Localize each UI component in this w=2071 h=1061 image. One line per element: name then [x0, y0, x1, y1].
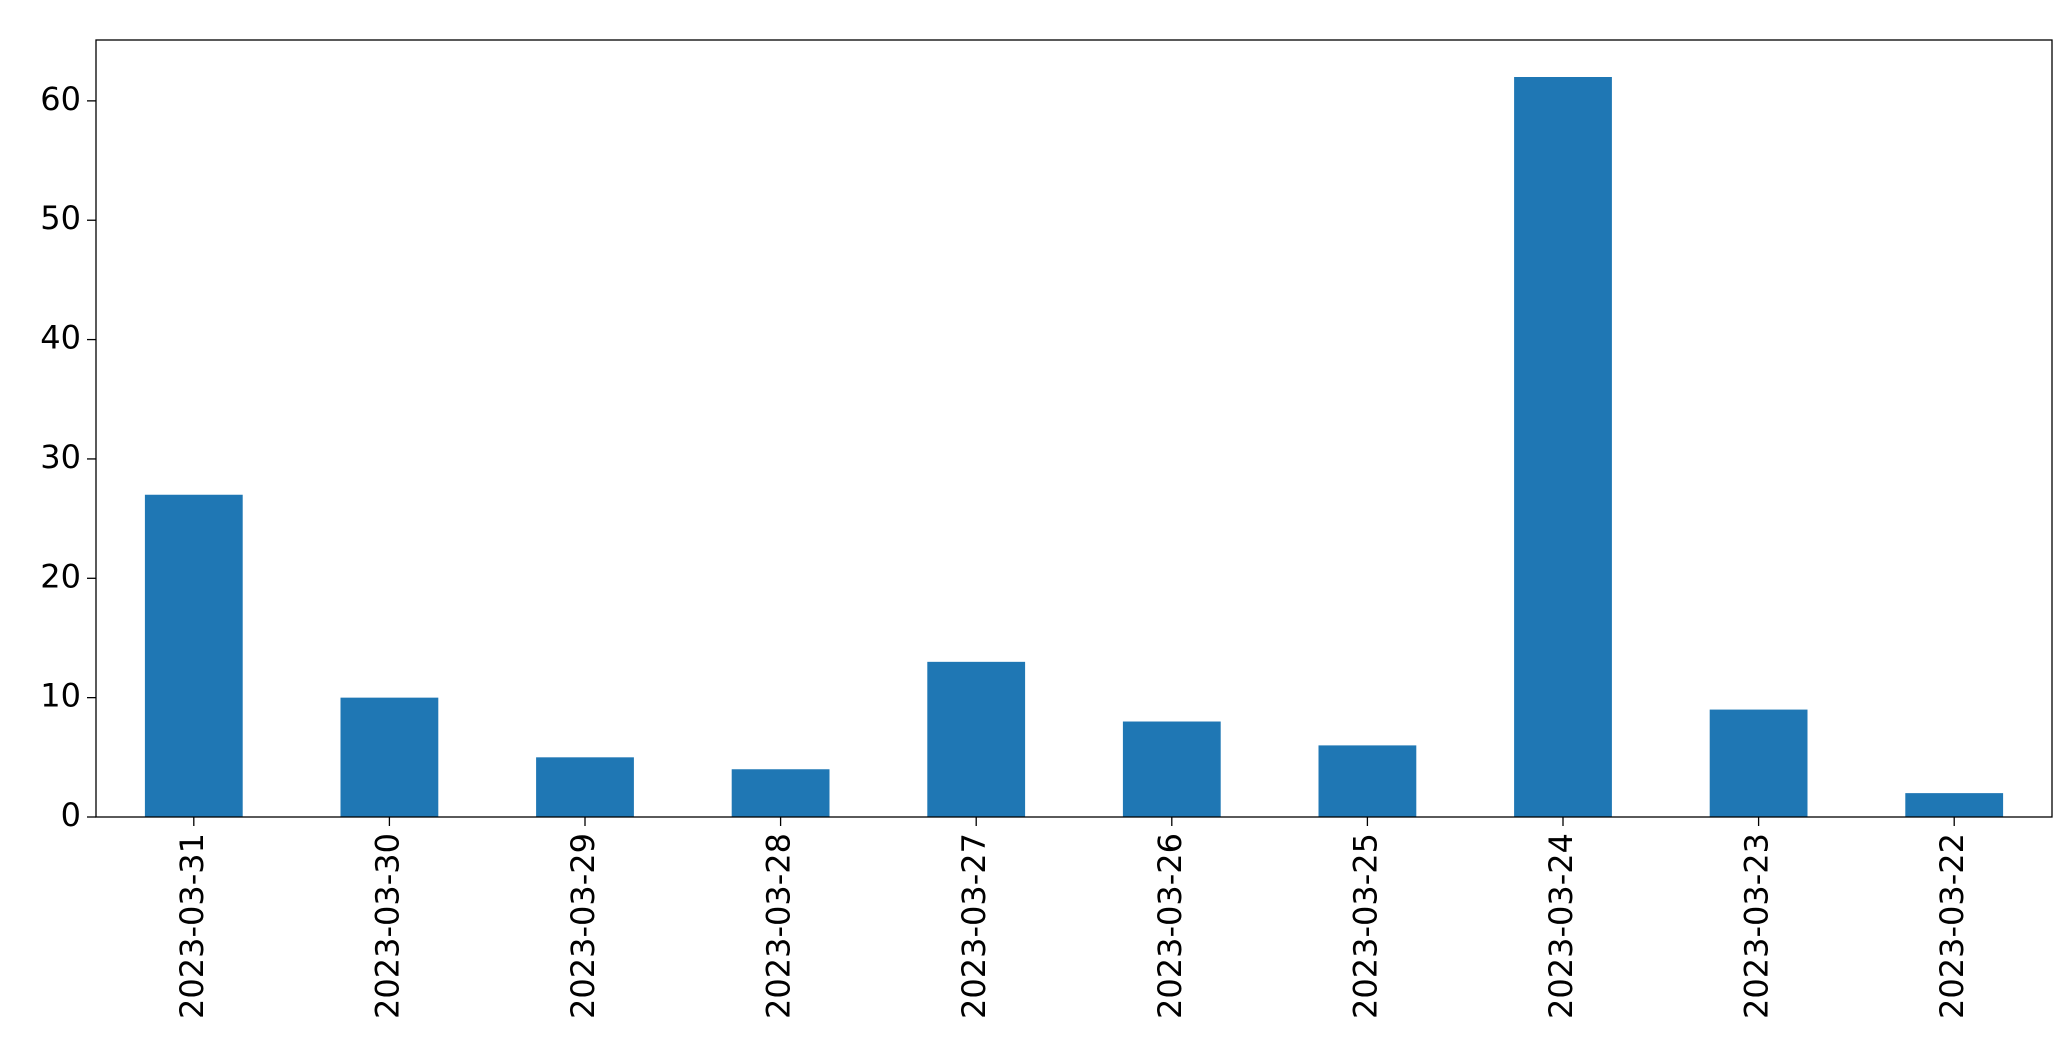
x-tick-label: 2023-03-26: [1151, 833, 1189, 1019]
bar: [1905, 793, 2004, 817]
bar: [536, 757, 634, 817]
x-tick-label: 2023-03-25: [1346, 833, 1384, 1019]
x-tick-label: 2023-03-29: [564, 833, 602, 1019]
bar: [1709, 709, 1808, 817]
x-tick-label: 2023-03-27: [955, 833, 993, 1019]
x-tick-label: 2023-03-24: [1542, 833, 1580, 1019]
bar: [1318, 745, 1417, 817]
y-tick-label: 30: [40, 438, 81, 476]
y-tick-label: 0: [61, 796, 81, 834]
x-tick-label: 2023-03-31: [173, 833, 211, 1019]
x-tick-label: 2023-03-23: [1738, 833, 1776, 1019]
y-tick-label: 20: [40, 557, 81, 595]
bar: [1122, 721, 1221, 817]
y-tick-label: 40: [40, 319, 81, 357]
y-tick-label: 60: [40, 80, 81, 118]
x-tick-label: 2023-03-30: [368, 833, 406, 1019]
bar: [340, 697, 439, 817]
x-tick-label: 2023-03-22: [1933, 833, 1971, 1019]
y-tick-label: 50: [40, 199, 81, 237]
plot-frame: [95, 39, 2053, 818]
y-tick-label: 10: [40, 677, 81, 715]
bar: [927, 661, 1026, 817]
bar: [1514, 77, 1612, 817]
bar: [731, 769, 830, 817]
x-tick-label: 2023-03-28: [760, 833, 798, 1019]
bar: [144, 494, 243, 817]
